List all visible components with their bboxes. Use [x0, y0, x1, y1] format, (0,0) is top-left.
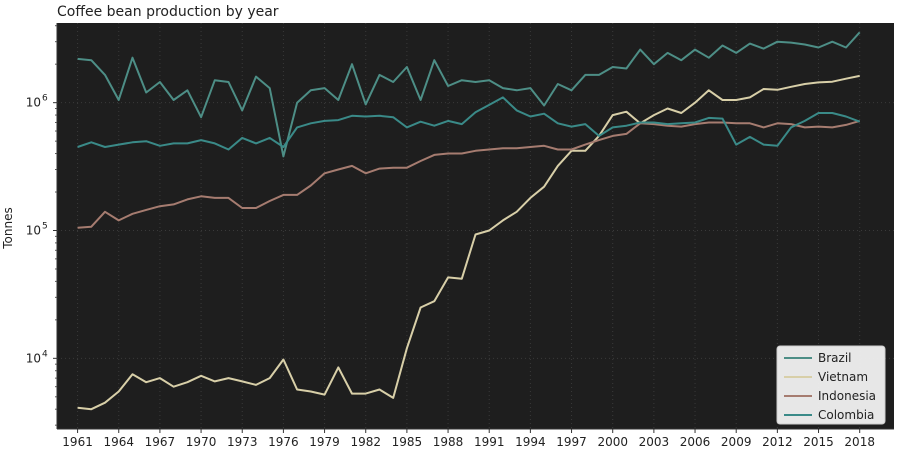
legend-label-indonesia: Indonesia	[818, 389, 876, 403]
x-tick-label: 1994	[515, 435, 546, 449]
y-tick-label-base: 10	[26, 96, 41, 110]
x-tick-label: 1988	[433, 435, 464, 449]
legend-label-brazil: Brazil	[818, 351, 852, 365]
x-tick-label: 1997	[556, 435, 587, 449]
legend: Brazil Vietnam Indonesia Colombia	[776, 345, 886, 425]
x-tick-label: 1979	[309, 435, 340, 449]
x-tick-label: 2003	[639, 435, 670, 449]
y-tick-label: 10	[26, 351, 41, 365]
x-tick-label: 1982	[350, 435, 381, 449]
x-tick-label: 2015	[803, 435, 834, 449]
x-tick-label: 1970	[186, 435, 217, 449]
y-tick-label-exponent: 6	[42, 94, 48, 104]
series-line-brazil	[77, 31, 861, 158]
x-tick-label: 1967	[145, 435, 176, 449]
plot-area	[57, 23, 894, 429]
x-tick-label: 1976	[268, 435, 299, 449]
series-line-colombia	[77, 96, 861, 151]
x-tick-label: 1985	[392, 435, 423, 449]
x-tick-label: 1961	[62, 435, 93, 449]
legend-label-colombia: Colombia	[818, 408, 874, 422]
x-tick-label: 2006	[680, 435, 711, 449]
x-tick-label: 2000	[597, 435, 628, 449]
y-tick-label: 10	[26, 224, 41, 238]
x-tick-label: 1991	[474, 435, 505, 449]
legend-box	[776, 345, 886, 425]
x-tick-label: 2018	[844, 435, 875, 449]
y-tick-label-base: 10	[26, 224, 41, 238]
y-tick-label: 10	[26, 96, 41, 110]
y-tick-label-base: 10	[26, 351, 41, 365]
x-tick-label: 1964	[103, 435, 134, 449]
x-tick-label: 2012	[762, 435, 793, 449]
series-line-indonesia	[77, 119, 860, 229]
y-axis-label: Tonnes	[1, 207, 15, 249]
x-tick-label: 2009	[721, 435, 752, 449]
series-line-vietnam	[77, 74, 860, 411]
x-axis: 1961 1964 1967 1970 1973 1976 1979 1982 1985 1988…	[57, 428, 894, 449]
series-layer	[77, 31, 861, 411]
chart-title: Coffee bean production by year	[57, 4, 279, 20]
y-tick-label-exponent: 4	[42, 349, 48, 359]
x-tick-label: 1973	[227, 435, 258, 449]
legend-label-vietnam: Vietnam	[818, 370, 868, 384]
y-tick-label-exponent: 5	[42, 222, 48, 232]
